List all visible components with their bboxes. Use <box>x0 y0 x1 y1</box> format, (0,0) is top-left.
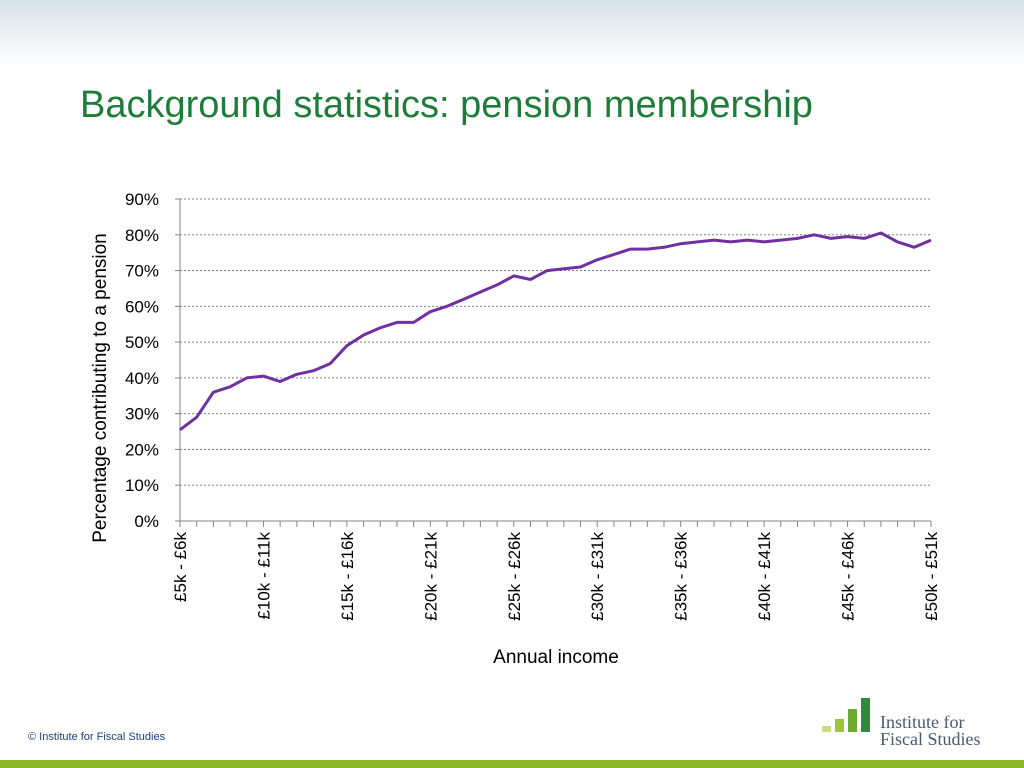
y-tick-label: 20% <box>125 440 159 459</box>
y-tick-label: 50% <box>125 333 159 352</box>
x-tick-label: £40k - £41k <box>755 532 774 621</box>
logo-line-1: Institute for <box>880 712 965 732</box>
header-gradient-band <box>0 0 1024 70</box>
x-tick-label: £20k - £21k <box>421 532 440 621</box>
logo-bars-icon <box>822 698 870 732</box>
y-tick-label: 60% <box>125 297 159 316</box>
x-axis-title: Annual income <box>493 647 619 668</box>
series-line <box>179 231 932 431</box>
chart-series <box>179 231 932 431</box>
x-tick-label: £30k - £31k <box>588 532 607 621</box>
logo-wordmark: Institute for Fiscal Studies <box>880 712 981 749</box>
x-tick-label: £45k - £46k <box>839 532 858 621</box>
slide-title: Background statistics: pension membershi… <box>80 84 813 126</box>
copyright-footer: © Institute for Fiscal Studies <box>28 731 166 743</box>
x-tick-label: £25k - £26k <box>505 532 524 621</box>
y-tick-label: 10% <box>125 476 159 495</box>
x-tick-label: £5k - £6k <box>171 532 190 602</box>
x-tick-labels: £5k - £6k £10k - £11k £15k - £16k £20k - £2… <box>171 532 941 621</box>
y-tick-label: 30% <box>125 405 159 424</box>
x-tick-label: £50k - £51k <box>922 532 941 621</box>
y-tick-labels: 0% 10% 20% 30% 40% 50% 60% 70% 80% 90% <box>125 190 159 531</box>
logo-line-2: Fiscal Studies <box>880 729 981 749</box>
chart-gridlines <box>180 198 931 486</box>
y-tick-label: 70% <box>125 262 159 281</box>
y-tick-label: 90% <box>125 190 159 209</box>
chart-axes <box>175 198 932 527</box>
x-tick-label: £35k - £36k <box>672 532 691 621</box>
line-chart: 0%10%20%30%40%50%60%70%80%90% £5k - £6k £… <box>90 190 941 668</box>
y-tick-label: 0% <box>134 512 159 531</box>
ifs-logo: Institute for Fiscal Studies <box>822 696 1002 752</box>
footer-accent-band <box>0 760 1024 768</box>
x-tick-label: £10k - £11k <box>254 532 273 620</box>
y-tick-label: 80% <box>125 226 159 245</box>
x-tick-label: £15k - £16k <box>338 532 357 621</box>
y-axis-title: Percentage contributing to a pension <box>90 233 111 543</box>
y-tick-label: 40% <box>125 369 159 388</box>
